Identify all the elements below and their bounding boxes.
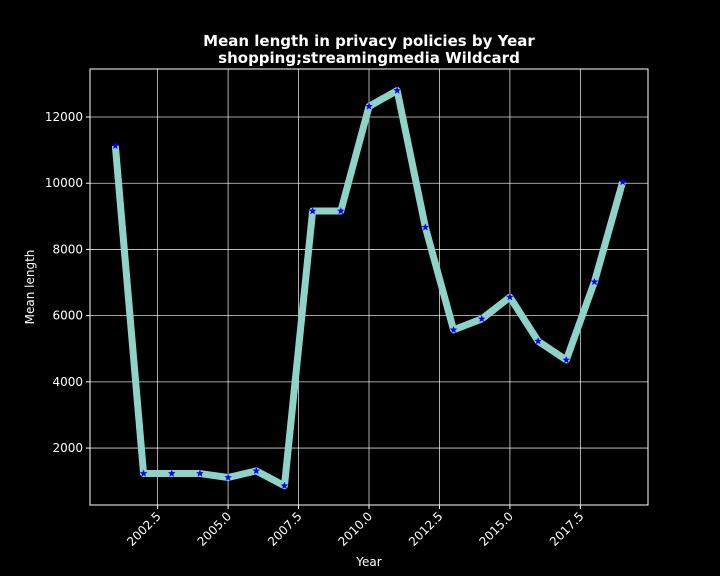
- data-point-marker: [618, 177, 627, 186]
- y-axis-label: Mean length: [23, 250, 37, 325]
- data-point-marker: [280, 481, 289, 490]
- y-tick-label: 10000: [45, 176, 83, 190]
- data-point-marker: [252, 466, 261, 475]
- y-tick-label: 4000: [52, 375, 83, 389]
- chart-subtitle: shopping;streamingmedia Wildcard: [218, 49, 520, 67]
- data-point-marker: [393, 86, 401, 94]
- data-point-marker: [365, 102, 373, 110]
- data-point-marker: [590, 277, 599, 286]
- y-axis-ticks: 2000 4000 6000 8000 10000 12000: [45, 110, 90, 455]
- y-tick-label: 12000: [45, 110, 83, 124]
- data-point-marker: [111, 141, 120, 150]
- data-point-marker: [534, 337, 542, 345]
- y-tick-label: 6000: [52, 309, 83, 323]
- y-tick-label: 8000: [52, 242, 83, 256]
- data-point-marker: [139, 469, 148, 477]
- chart-title: Mean length in privacy policies by Year: [203, 32, 535, 50]
- y-tick-label: 2000: [52, 441, 83, 455]
- data-point-marker: [506, 293, 514, 301]
- data-point-marker: [308, 207, 317, 215]
- data-point-marker: [337, 207, 345, 215]
- data-point-marker: [477, 314, 486, 323]
- data-point-marker: [196, 469, 204, 477]
- data-point-marker: [167, 469, 176, 477]
- data-point-marker: [421, 223, 430, 231]
- markers-layer: [111, 86, 627, 490]
- x-axis-label: Year: [355, 555, 381, 569]
- data-point-marker: [562, 356, 571, 364]
- data-point-marker: [224, 473, 232, 481]
- data-point-marker: [449, 325, 458, 334]
